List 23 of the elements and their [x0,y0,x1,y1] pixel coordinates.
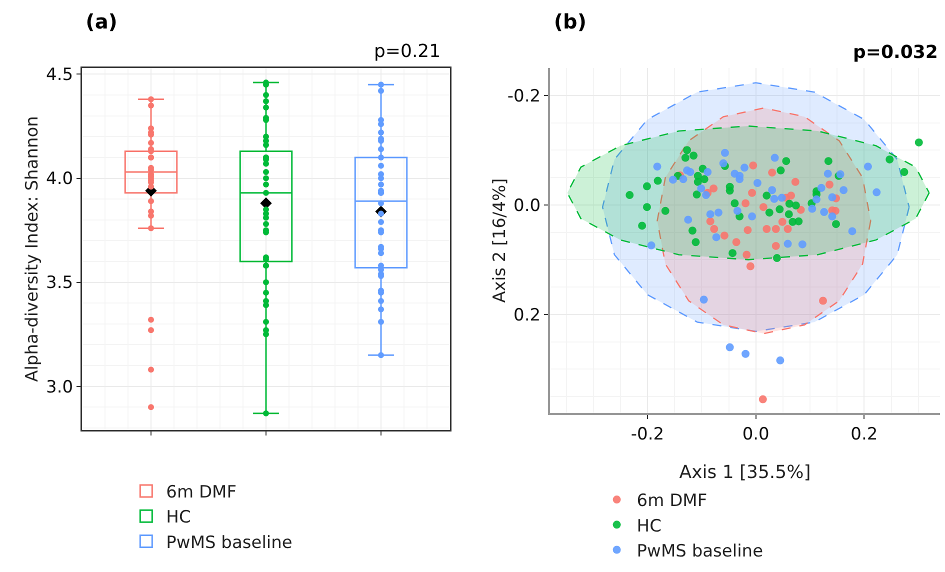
y-tick-label: 3.5 [46,273,74,294]
legend-label: PwMS baseline [636,541,764,562]
legend-label: 6m DMF [166,482,236,503]
y-tick-label: -0.2 [507,86,541,106]
legend-label: HC [636,516,662,536]
x-tick-label: 0.2 [850,424,878,444]
legend-label: 6m DMF [636,491,708,512]
y-tick-label: 4.0 [46,169,74,190]
text: p=0.032 [853,42,938,63]
x-tick-label: 0.0 [742,424,770,444]
chart-title: (a) [86,9,118,34]
y-tick-label: 0.0 [514,196,541,216]
x-tick-label: -0.2 [630,424,664,444]
text: p=0.21 [374,41,441,62]
legend-label: PwMS baseline [166,532,292,553]
x-axis-title: Axis 1 [35.5%] [679,462,811,483]
legend-label: HC [166,508,191,528]
y-axis-title: Alpha-diversity Index: Shannon [22,116,42,382]
chart-title: (b) [554,9,587,34]
y-tick-label: 3.0 [46,377,74,398]
y-tick-label: 0.2 [514,305,541,326]
y-axis-title: Axis 2 [16/4%] [490,178,510,303]
y-tick-label: 4.5 [46,65,74,86]
